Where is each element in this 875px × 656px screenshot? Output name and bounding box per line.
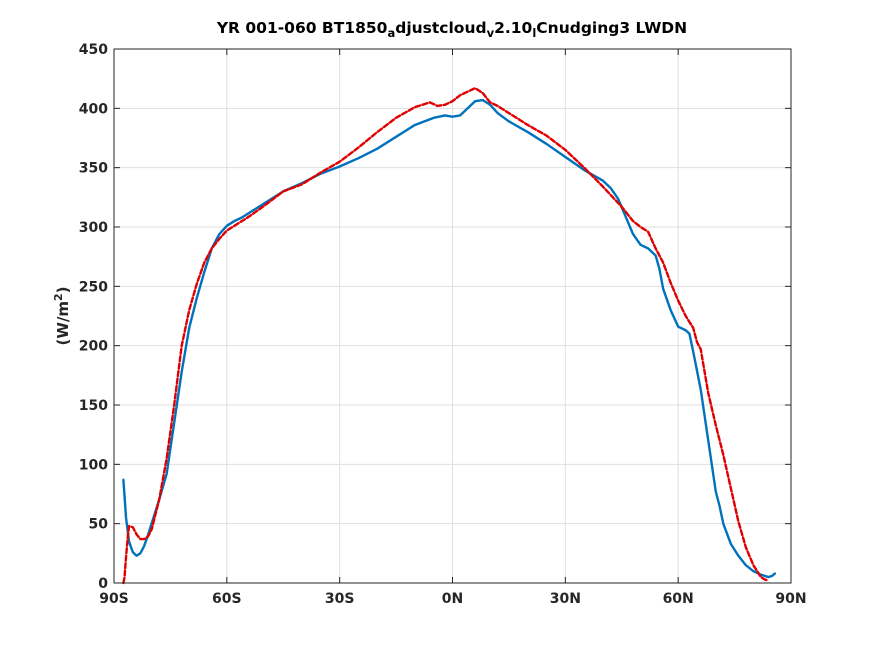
- x-tick-label: 90S: [99, 591, 129, 607]
- x-tick-label: 30S: [325, 591, 355, 607]
- y-tick-label: 250: [79, 279, 108, 295]
- title-segment: YR 001-060 BT1850: [216, 19, 388, 37]
- y-tick-label: 450: [79, 42, 108, 58]
- y-tick-label: 300: [79, 220, 108, 236]
- y-label-close: ): [54, 286, 72, 293]
- title-segment: Cnudging3 LWDN: [536, 19, 687, 37]
- y-tick-label: 350: [79, 161, 108, 177]
- y-axis-label: (W/m2): [52, 286, 73, 345]
- y-tick-label: 150: [79, 398, 108, 414]
- x-tick-label: 30N: [550, 591, 581, 607]
- y-label-superscript: 2: [52, 293, 65, 301]
- title-segment: 2.10: [494, 19, 532, 37]
- y-tick-label: 0: [98, 576, 108, 592]
- series-line-2: [122, 86, 770, 585]
- axes: [113, 48, 792, 584]
- x-tick-label: 0N: [442, 591, 463, 607]
- title-subscript: v: [487, 26, 495, 40]
- y-tick-label: 400: [79, 101, 108, 117]
- y-tick-label: 50: [89, 517, 109, 533]
- title-subscript: a: [387, 26, 395, 40]
- title-subscript: l: [532, 26, 536, 40]
- y-label-base: (W/m: [54, 301, 72, 346]
- x-tick-label: 60S: [212, 591, 242, 607]
- series-line-1: [122, 98, 777, 579]
- chart-title: YR 001-060 BT1850adjustcloudv2.10lCnudgi…: [216, 19, 687, 40]
- y-tick-label: 100: [79, 457, 108, 473]
- series-layer: [122, 86, 777, 585]
- y-tick-label: 200: [79, 339, 108, 355]
- grid: [114, 49, 791, 583]
- x-tick-label: 60N: [663, 591, 694, 607]
- x-tick-label: 90N: [775, 591, 806, 607]
- tick-labels: 90S 60S 30S 0N 30N 60N 90N 0 50 100 150 200 250 300 35…: [79, 42, 807, 607]
- title-segment: djustcloud: [395, 19, 486, 37]
